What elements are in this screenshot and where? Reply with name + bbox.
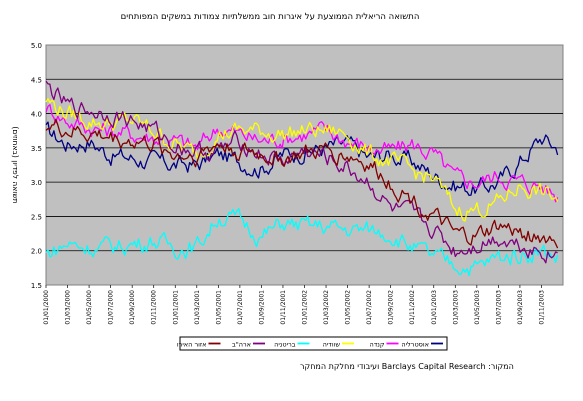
- y-tick-label: 3.5: [31, 145, 42, 153]
- x-tick-label: 01/05/2002: [345, 290, 352, 325]
- y-tick-label: 4.0: [31, 111, 42, 119]
- x-tick-label: 01/07/2000: [108, 290, 115, 325]
- x-tick-label: 01/11/2003: [538, 290, 545, 325]
- x-tick-label: 01/07/2002: [366, 290, 373, 325]
- series-lines: [45, 80, 559, 277]
- y-axis-label: (תשואה לפדיון (באחוזים: [11, 126, 20, 203]
- y-tick-label: 1.5: [31, 282, 42, 290]
- y-tick-label: 3.0: [31, 179, 42, 187]
- x-tick-label: 01/03/2000: [65, 290, 72, 325]
- legend-label: אוסטרליה: [401, 341, 429, 349]
- plot-area: [45, 44, 564, 286]
- x-tick-label: 01/09/2000: [129, 290, 136, 325]
- x-tick-label: 01/05/2003: [474, 290, 481, 325]
- x-tick-label: 01/09/2003: [517, 290, 524, 325]
- y-tick-label: 4.5: [31, 76, 42, 84]
- series-line: [45, 207, 559, 277]
- gridlines: [46, 78, 563, 252]
- x-tick-label: 01/07/2003: [495, 290, 502, 325]
- y-tick-label: 2.0: [31, 248, 42, 256]
- x-tick-label: 01/07/2001: [237, 290, 244, 325]
- legend: [179, 336, 448, 351]
- series-line: [45, 104, 559, 203]
- x-tick-label: 01/09/2002: [388, 290, 395, 325]
- x-tick-label: 01/05/2000: [86, 290, 93, 325]
- x-tick-label: 01/01/2000: [43, 290, 50, 325]
- legend-label: קנדה: [369, 341, 384, 349]
- chart-title: התשואה הריאלית הממוצעת על איגרות חוב ממש…: [121, 12, 420, 22]
- x-tick-label: 01/11/2001: [280, 290, 287, 325]
- x-tick-label: 01/03/2001: [194, 290, 201, 325]
- legend-label: ארה"ב: [232, 341, 251, 349]
- source-note: המקור: Barclays Capital Research ועיבודי…: [300, 362, 514, 371]
- y-tick-label: 5.0: [31, 42, 42, 50]
- x-tick-label: 01/03/2003: [452, 290, 459, 325]
- series-line: [45, 98, 559, 222]
- x-axis-ticks: 01/01/2000 01/03/2000 01/05/2000 01/07/2000…: [43, 285, 545, 325]
- legend-label: אזור האירו: [177, 341, 207, 349]
- legend-items: אוסטרליה קנדה שוודיה בריטניה ארה"ב אזור האירו: [177, 341, 443, 349]
- y-axis-ticks: 1.5 2.0 2.5 3.0 3.5 4.0 4.5 5.0: [31, 42, 42, 290]
- legend-label: שוודיה: [323, 341, 341, 349]
- x-tick-label: 01/09/2001: [258, 290, 265, 325]
- x-tick-label: 01/01/2001: [172, 290, 179, 325]
- x-tick-label: 01/01/2002: [302, 290, 309, 325]
- series-line: [45, 118, 559, 249]
- x-tick-label: 01/01/2003: [431, 290, 438, 325]
- legend-label: בריטניה: [274, 341, 296, 349]
- x-tick-label: 01/11/2002: [409, 290, 416, 325]
- x-tick-label: 01/11/2000: [151, 290, 158, 325]
- x-tick-label: 01/03/2002: [323, 290, 330, 325]
- y-tick-label: 2.5: [31, 213, 42, 221]
- x-tick-label: 01/05/2001: [215, 290, 222, 325]
- series-line: [45, 80, 558, 264]
- series-line: [45, 121, 559, 197]
